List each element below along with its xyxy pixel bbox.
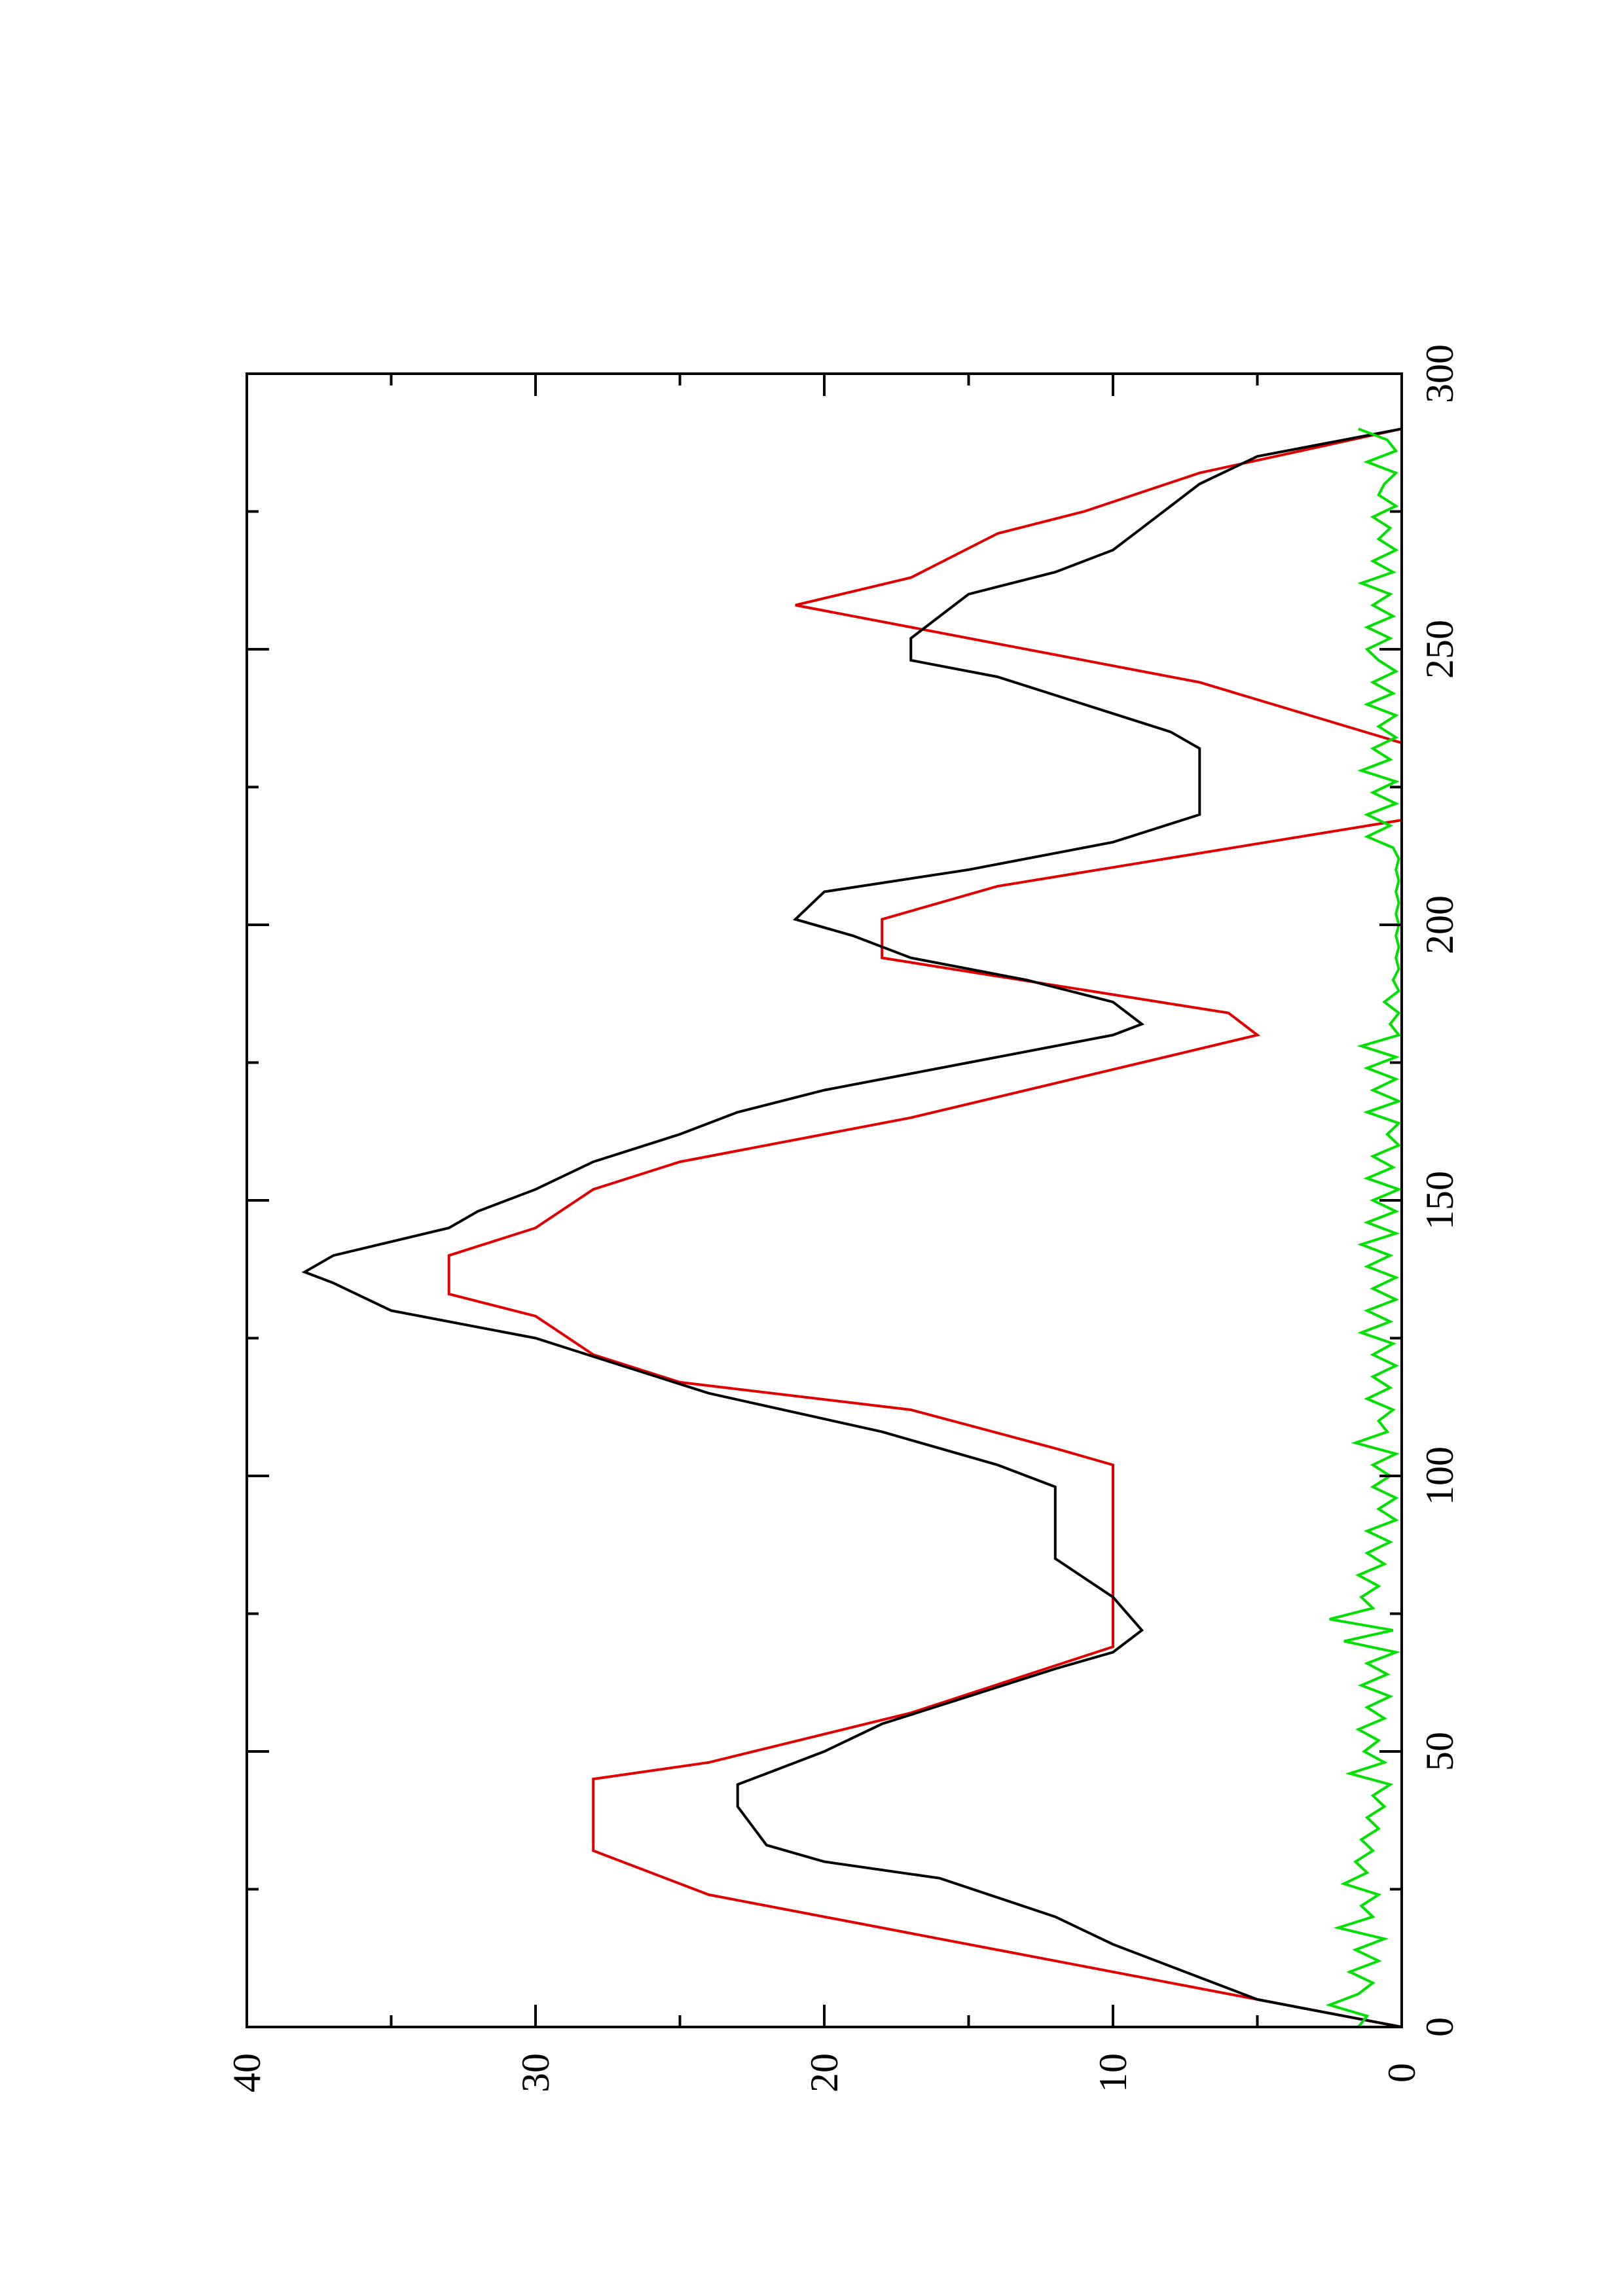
x-tick-label: 0 xyxy=(1418,2017,1461,2037)
x-tick-label: 100 xyxy=(1418,1446,1461,1505)
y-tick-label: 30 xyxy=(514,2053,557,2092)
y-tick-label: 0 xyxy=(1380,2063,1423,2083)
y-tick-label: 40 xyxy=(225,2053,268,2092)
x-tick-label: 200 xyxy=(1418,895,1461,954)
plot-frame xyxy=(246,372,1403,2028)
label-layer: 0 50 100 150 200 250 300 0 10 20 30 40 xyxy=(225,344,1461,2092)
x-tick-label: 300 xyxy=(1418,344,1461,403)
x-tick-label: 250 xyxy=(1418,620,1461,679)
series-line-2 xyxy=(301,427,1402,2028)
series-layer xyxy=(301,427,1403,2028)
x-tick-label: 50 xyxy=(1418,1732,1461,1771)
series-line-3 xyxy=(1325,427,1403,2028)
y-tick-label: 20 xyxy=(803,2053,846,2092)
tick-layer xyxy=(246,372,1403,2028)
series-line-1 xyxy=(447,427,1403,2028)
y-tick-label: 10 xyxy=(1091,2053,1135,2092)
x-tick-label: 150 xyxy=(1418,1171,1461,1230)
